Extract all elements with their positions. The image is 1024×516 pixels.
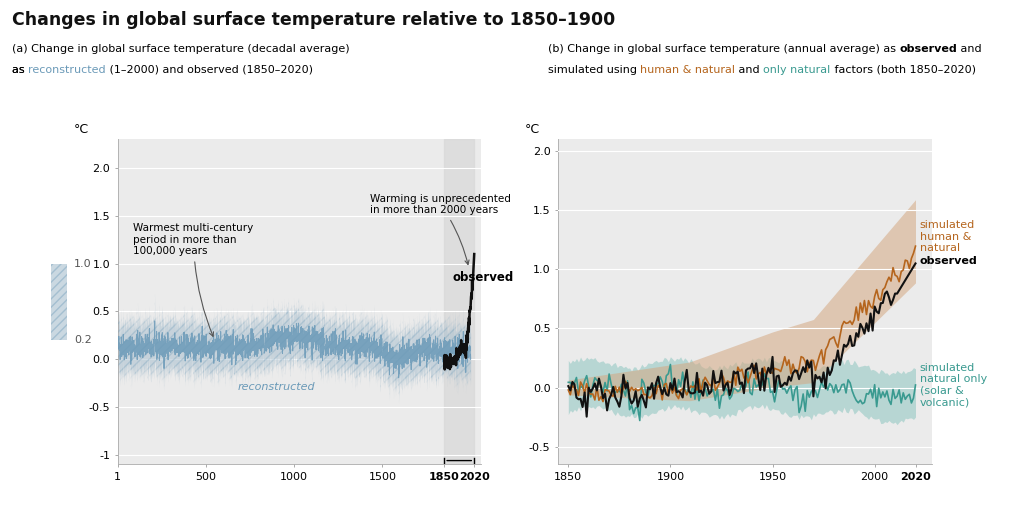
Text: as: as — [12, 65, 29, 75]
Text: reconstructed: reconstructed — [29, 65, 106, 75]
Text: factors (both 1850–2020): factors (both 1850–2020) — [830, 65, 976, 75]
Bar — [444, 139, 474, 464]
Text: and: and — [957, 44, 982, 54]
Text: 0.2: 0.2 — [75, 335, 92, 345]
Text: °C: °C — [74, 123, 89, 136]
Text: reconstructed: reconstructed — [238, 382, 315, 392]
Text: as: as — [12, 65, 29, 75]
Text: simulated
natural only
(solar &
volcanic): simulated natural only (solar & volcanic… — [920, 363, 987, 407]
Text: only natural: only natural — [764, 65, 830, 75]
Text: simulated using: simulated using — [548, 65, 640, 75]
Text: Warmest multi-century
period in more than
100,000 years: Warmest multi-century period in more tha… — [133, 223, 254, 336]
Text: (a) Change in global surface temperature (decadal average): (a) Change in global surface temperature… — [12, 44, 350, 54]
Text: Changes in global surface temperature relative to 1850–1900: Changes in global surface temperature re… — [12, 11, 615, 29]
Text: human & natural: human & natural — [640, 65, 735, 75]
Text: observed: observed — [920, 256, 977, 266]
Text: Warming is unprecedented
in more than 2000 years: Warming is unprecedented in more than 20… — [370, 194, 511, 265]
Text: observed: observed — [453, 271, 513, 284]
Bar — [51, 264, 67, 340]
Bar — [51, 264, 67, 340]
Text: and: and — [735, 65, 764, 75]
Text: simulated
human &
natural: simulated human & natural — [920, 220, 975, 253]
Text: (b) Change in global surface temperature (annual average) as: (b) Change in global surface temperature… — [548, 44, 899, 54]
Text: °C: °C — [524, 123, 540, 136]
Text: observed: observed — [899, 44, 957, 54]
Text: (1–2000) and observed (1850–2020): (1–2000) and observed (1850–2020) — [106, 65, 313, 75]
Text: 1.0: 1.0 — [75, 259, 92, 269]
